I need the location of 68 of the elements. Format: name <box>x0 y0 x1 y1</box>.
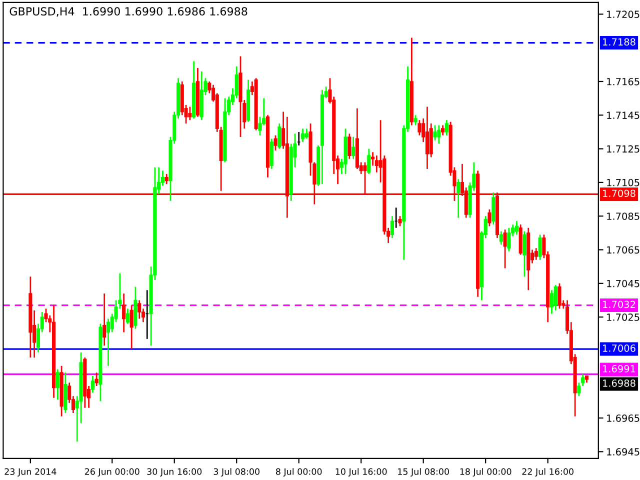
candlestick <box>492 192 496 226</box>
candlestick <box>352 136 356 160</box>
candlestick <box>488 208 492 227</box>
candlestick <box>456 178 460 218</box>
candlestick <box>348 132 352 160</box>
candlestick <box>94 372 98 387</box>
candlestick <box>270 138 274 170</box>
y-tick-label: 1.7205 <box>607 10 640 18</box>
candlestick <box>554 284 558 312</box>
candlestick <box>126 308 130 324</box>
candlestick <box>367 148 371 175</box>
y-tick-label: 1.7045 <box>607 280 640 288</box>
candlestick <box>503 228 507 269</box>
candlestick <box>122 292 126 333</box>
x-tick-label: 26 Jun 00:00 <box>84 468 140 477</box>
x-tick-label: 18 Jul 00:00 <box>460 468 512 477</box>
candlestick <box>437 124 441 144</box>
x-tick-label: 10 Jul 16:00 <box>336 468 387 477</box>
candlestick <box>130 304 134 350</box>
candlestick <box>300 128 305 143</box>
candlestick <box>414 114 418 126</box>
candlestick <box>274 134 278 152</box>
candlestick <box>522 230 526 278</box>
x-tick-label: 8 Jul 00:00 <box>276 468 322 477</box>
chart-title: GBPUSD,H4 1.6990 1.6990 1.6986 1.6988 <box>10 7 248 17</box>
y-tick-label: 1.7165 <box>607 78 640 86</box>
y-tick-label: 1.6945 <box>607 448 640 456</box>
candlestick <box>558 282 562 310</box>
ref-line-label: 1.6991 <box>603 365 636 372</box>
x-tick-label: 22 Jul 16:00 <box>522 468 574 477</box>
x-tick-label: 30 Jun 16:00 <box>147 468 202 477</box>
x-tick-label: 3 Jul 08:00 <box>214 468 260 477</box>
candlestick <box>90 375 94 394</box>
candlestick <box>534 247 538 261</box>
ref-line-label: 1.7006 <box>603 344 636 352</box>
candlestick <box>441 124 445 136</box>
candlestick <box>538 234 542 261</box>
candlestick <box>278 122 282 150</box>
text: 1.6988 <box>603 379 636 387</box>
candlestick <box>433 124 437 142</box>
y-tick-label: 1.7105 <box>607 178 640 186</box>
y-tick-label: 1.7125 <box>607 145 640 153</box>
y-tick-label: 1.7025 <box>607 314 640 321</box>
y-tick-label: 1.7065 <box>607 246 640 254</box>
candlestick <box>550 289 554 314</box>
candlestick <box>56 368 60 400</box>
candlestick <box>188 106 192 121</box>
candlestick <box>425 106 430 170</box>
y-tick-label: 1.6965 <box>607 414 640 422</box>
candlestick <box>374 154 378 174</box>
candlestick <box>102 292 106 346</box>
y-tick-label: 1.7145 <box>607 112 640 119</box>
candlestick <box>507 227 511 252</box>
candlestick <box>418 119 422 136</box>
y-tick-label: 1.7085 <box>607 212 640 220</box>
candlestick <box>164 173 168 185</box>
x-tick-label: 15 Jul 08:00 <box>398 468 449 477</box>
candlestick <box>398 215 402 227</box>
candlestick <box>390 215 394 239</box>
ref-line-label: 1.7098 <box>603 190 636 198</box>
ref-line-label: 1.7032 <box>603 300 636 308</box>
x-tick-label: 23 Jun 2014 <box>4 468 56 477</box>
ref-line-label: 1.7188 <box>603 38 636 46</box>
candlestick <box>304 128 308 140</box>
candlestick <box>444 119 448 136</box>
candlestick <box>138 300 142 320</box>
candlestick <box>514 220 518 236</box>
candlestick <box>499 230 503 246</box>
